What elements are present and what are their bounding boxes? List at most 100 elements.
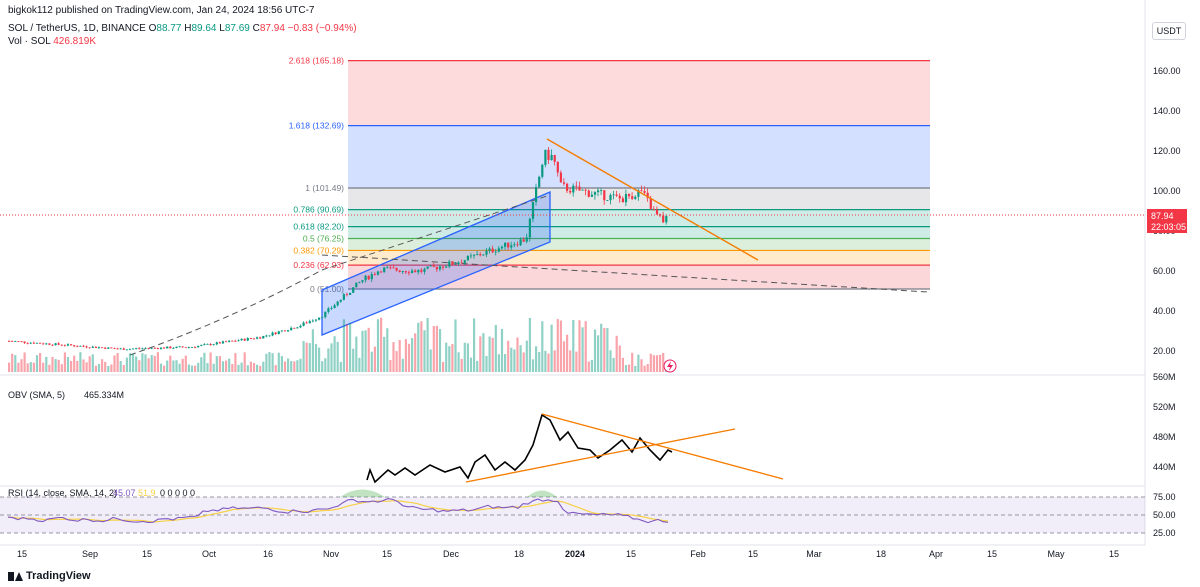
candle-body: [479, 254, 482, 256]
candle-body: [476, 254, 479, 255]
volume-bar: [51, 356, 54, 372]
time-tick-label: Nov: [323, 549, 340, 559]
volume-bar: [97, 363, 101, 372]
volume-bar: [119, 360, 122, 372]
candle-body: [330, 308, 333, 309]
volume-bar: [429, 349, 432, 372]
volume-bar: [618, 345, 621, 372]
volume-bar: [20, 359, 23, 372]
candle-body: [612, 194, 615, 196]
volume-bar: [178, 363, 181, 372]
candle-body: [643, 191, 646, 193]
rsi-tick-label: 25.00: [1153, 528, 1176, 538]
volume-bar: [339, 361, 342, 372]
candle-body: [305, 322, 308, 324]
volume-bar: [531, 359, 535, 372]
tradingview-logo[interactable]: TradingView: [8, 570, 91, 582]
volume-bar: [246, 365, 249, 372]
volume-bar: [265, 353, 268, 372]
fib-level-label: 0.236 (62.93): [293, 260, 344, 270]
volume-bar: [45, 356, 48, 372]
volume-bar: [414, 333, 417, 372]
candle-body: [256, 337, 259, 339]
candle-body: [197, 345, 200, 348]
dashed-trend-curve: [129, 194, 551, 356]
volume-bar: [104, 361, 107, 372]
volume-bar: [507, 340, 510, 372]
volume-bar: [609, 350, 612, 372]
volume-bar: [358, 357, 361, 372]
candle-body: [435, 266, 438, 270]
volume-bar: [646, 363, 649, 372]
volume-bar: [311, 329, 314, 372]
candle-body: [361, 280, 364, 282]
candle-body: [562, 182, 566, 184]
candle-body: [569, 190, 572, 193]
candle-body: [389, 267, 392, 269]
symbol-name[interactable]: SOL / TetherUS, 1D, BINANCE: [8, 23, 146, 34]
candle-body: [618, 195, 621, 199]
fib-level-label: 0.786 (90.69): [293, 205, 344, 215]
candle-body: [206, 343, 209, 345]
high-label: H: [184, 23, 192, 34]
open-value: 88.77: [156, 23, 182, 34]
volume-bar: [138, 360, 141, 372]
candle-body: [333, 305, 336, 309]
volume-bar: [293, 361, 296, 372]
candle-body: [324, 311, 327, 318]
volume-value: 426.819K: [53, 36, 97, 47]
currency-button[interactable]: USDT: [1152, 22, 1186, 40]
volume-bar: [277, 352, 280, 372]
obv-tick-label: 440M: [1153, 462, 1176, 472]
fib-zone: [348, 226, 930, 239]
candle-body: [51, 344, 54, 346]
obv-line: [366, 413, 673, 484]
volume-bar: [66, 357, 70, 372]
volume-bar: [203, 352, 206, 372]
volume-bar: [212, 363, 215, 372]
volume-bar: [445, 342, 448, 372]
volume-bar: [225, 360, 228, 372]
lightning-icon[interactable]: [663, 359, 677, 373]
volume-bar: [463, 342, 466, 372]
volume-bar: [420, 321, 423, 372]
price-tick-label: 40.00: [1153, 306, 1176, 316]
candle-body: [107, 347, 110, 349]
candle-body: [215, 342, 218, 345]
volume-bar: [435, 325, 438, 372]
candle-body: [228, 340, 231, 342]
volume-bar: [497, 354, 500, 372]
volume-bar: [39, 353, 42, 372]
volume-bar: [314, 344, 318, 372]
volume-bar: [355, 336, 358, 372]
tradingview-logo-text: TradingView: [26, 570, 91, 582]
candle-body: [367, 275, 370, 280]
volume-bar: [299, 358, 302, 372]
symbol-legend: SOL / TetherUS, 1D, BINANCE O88.77 H89.6…: [8, 23, 357, 35]
fib-level-label: 0 (51.00): [310, 284, 344, 294]
candle-body: [355, 282, 358, 288]
volume-bar: [23, 352, 26, 372]
volume-bar: [308, 343, 311, 372]
volume-bar: [556, 319, 559, 372]
obv-legend-value: 465.334M: [84, 390, 124, 400]
candle-body: [370, 274, 373, 280]
candle-body: [57, 343, 60, 345]
volume-bar: [132, 353, 135, 372]
fib-level-label: 1.618 (132.69): [289, 121, 344, 131]
volume-bar: [271, 353, 274, 372]
candle-body: [460, 262, 463, 264]
candle-body: [225, 341, 228, 343]
candle-body: [35, 342, 39, 344]
candle-body: [380, 271, 383, 273]
low-label: L: [219, 23, 225, 34]
volume-bar: [17, 362, 20, 372]
candle-body: [203, 344, 206, 346]
candle-body: [243, 338, 246, 341]
candle-body: [336, 301, 339, 306]
dashed-trend-line: [321, 254, 929, 293]
volume-bar: [538, 351, 541, 372]
volume-bar: [122, 365, 125, 372]
time-axis: 15 Sep 15 Oct 16 Nov 15 Dec 18 2024 15 Feb 15 Mar 18 Ap…: [17, 549, 1119, 559]
